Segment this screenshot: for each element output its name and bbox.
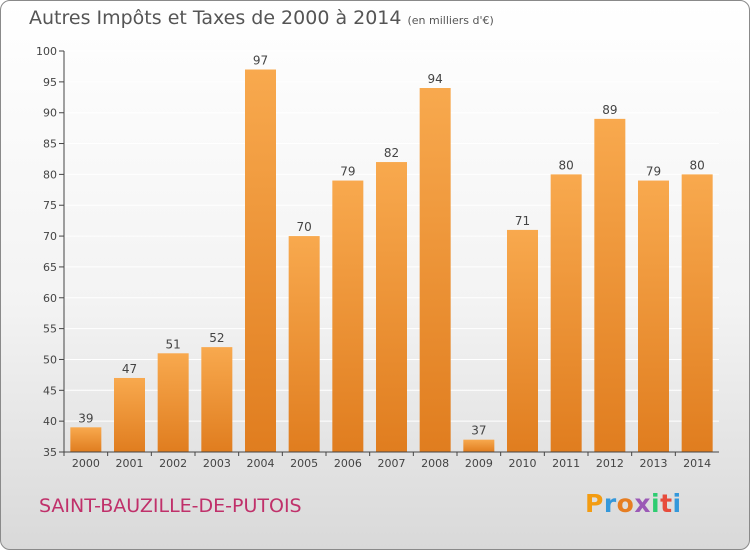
chart-unit: (en milliers d'€) (407, 14, 494, 27)
bar-value-label: 52 (209, 331, 224, 345)
x-tick-label: 2012 (596, 457, 624, 470)
bar (638, 180, 669, 453)
logo-letter: o (616, 489, 635, 518)
logo-letter: i (672, 489, 682, 518)
x-tick-label: 2007 (378, 457, 406, 470)
x-tick-label: 2005 (290, 457, 318, 470)
y-tick-label: 100 (36, 45, 57, 58)
x-tick-label: 2014 (683, 457, 711, 470)
y-tick-label: 60 (43, 292, 57, 305)
bar-value-label: 71 (515, 214, 530, 228)
bar (463, 439, 495, 452)
bar-value-label: 79 (646, 165, 661, 179)
x-tick-label: 2003 (203, 457, 231, 470)
axes: 35 40 45 50 55 60 65 70 75 80 85 90 95 100 2000 2001 200… (36, 45, 719, 470)
x-tick-label: 2008 (421, 457, 449, 470)
chart-title: Autres Impôts et Taxes de 2000 à 2014 (en… (29, 7, 494, 29)
bar (681, 174, 713, 452)
bar-value-label: 82 (384, 146, 399, 160)
bar-value-label: 70 (297, 220, 312, 234)
bar (550, 174, 582, 452)
y-tick-label: 80 (43, 168, 57, 181)
bar-value-label: 47 (122, 362, 137, 376)
bar (594, 118, 626, 452)
bar-value-label: 89 (602, 103, 617, 117)
bar (507, 229, 538, 452)
x-tick-label: 2000 (72, 457, 100, 470)
y-tick-label: 40 (43, 415, 57, 428)
commune-name: SAINT-BAUZILLE-DE-PUTOIS (39, 495, 302, 517)
bar-value-label: 80 (559, 158, 574, 172)
logo-letter: t (660, 489, 673, 518)
bar-value-label: 97 (253, 54, 268, 68)
bar-value-label: 79 (340, 165, 355, 179)
logo-letter: r (603, 489, 617, 518)
chart-title-text: Autres Impôts et Taxes de 2000 à 2014 (29, 7, 402, 29)
y-tick-label: 70 (43, 230, 57, 243)
bar (419, 88, 451, 452)
bar-value-label: 94 (428, 72, 443, 86)
x-tick-label: 2004 (247, 457, 275, 470)
bars: 39 47 51 52 97 70 79 82 94 37 71 80 89 79 80 (70, 54, 713, 453)
x-tick-label: 2002 (159, 457, 187, 470)
bar-value-label: 80 (690, 158, 705, 172)
bar-value-label: 39 (78, 411, 93, 425)
x-tick-label: 2011 (552, 457, 580, 470)
bar-value-label: 37 (471, 424, 486, 438)
bar (70, 427, 102, 452)
bar (288, 236, 320, 452)
x-tick-label: 2006 (334, 457, 362, 470)
y-tick-label: 85 (43, 138, 57, 151)
y-tick-label: 75 (43, 199, 57, 212)
bar (376, 162, 407, 453)
y-tick-label: 65 (43, 261, 57, 274)
bar (245, 69, 276, 452)
bar (114, 377, 145, 452)
y-tick-label: 95 (43, 76, 57, 89)
logo-letter: x (634, 489, 651, 518)
x-tick-label: 2010 (509, 457, 537, 470)
y-tick-label: 35 (43, 446, 57, 459)
y-tick-label: 50 (43, 353, 57, 366)
bar (157, 353, 189, 452)
x-tick-label: 2009 (465, 457, 493, 470)
proxiti-logo: Proxiti (585, 489, 682, 518)
x-tick-label: 2001 (116, 457, 144, 470)
y-tick-label: 55 (43, 323, 57, 336)
y-tick-label: 90 (43, 107, 57, 120)
x-tick-label: 2013 (640, 457, 668, 470)
y-tick-label: 45 (43, 384, 57, 397)
bar (201, 347, 233, 452)
bar (332, 180, 364, 453)
bar-value-label: 51 (166, 337, 181, 351)
logo-letter: i (651, 489, 661, 518)
logo-letter: P (585, 489, 604, 518)
